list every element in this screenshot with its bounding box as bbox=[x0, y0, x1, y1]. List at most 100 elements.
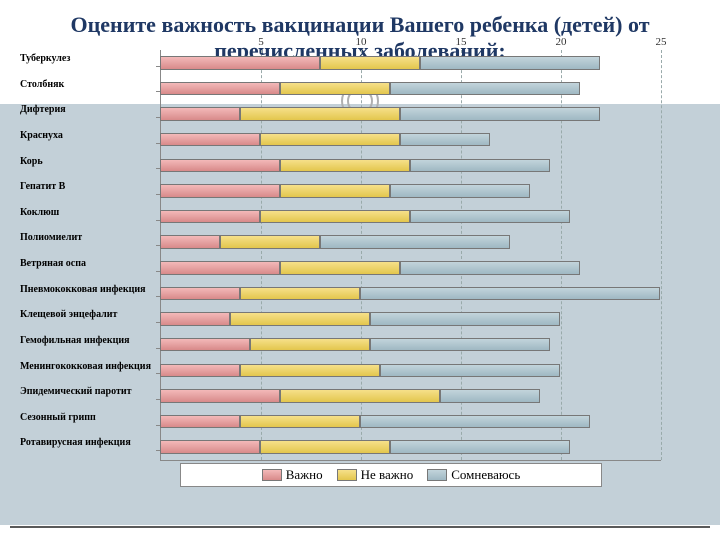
bar-segment-not_important bbox=[280, 184, 390, 198]
category-label: Эпидемический паротит bbox=[20, 386, 155, 397]
bar-segment-not_important bbox=[250, 338, 370, 352]
category-label: Туберкулез bbox=[20, 53, 155, 64]
bar-segment-doubt bbox=[370, 312, 560, 326]
bar-segment-doubt bbox=[410, 159, 550, 173]
bar bbox=[160, 261, 660, 275]
bar-segment-important bbox=[160, 261, 280, 275]
x-tick-label: 15 bbox=[456, 36, 467, 48]
bar-segment-doubt bbox=[380, 364, 560, 378]
bar-segment-doubt bbox=[360, 415, 590, 429]
bar-segment-important bbox=[160, 159, 280, 173]
category-label: Гепатит В bbox=[20, 181, 155, 192]
bar bbox=[160, 107, 660, 121]
bar-segment-doubt bbox=[390, 82, 580, 96]
bar-segment-important bbox=[160, 440, 260, 454]
chart-row: Корь bbox=[20, 153, 700, 179]
bar-segment-important bbox=[160, 235, 220, 249]
chart-row: Дифтерия bbox=[20, 101, 700, 127]
bar bbox=[160, 287, 660, 301]
chart-row: Коклюш bbox=[20, 204, 700, 230]
category-label: Полиомиелит bbox=[20, 232, 155, 243]
bar-segment-doubt bbox=[400, 261, 580, 275]
chart-row: Эпидемический паротит bbox=[20, 383, 700, 409]
category-label: Ветряная оспа bbox=[20, 258, 155, 269]
legend: ВажноНе важноСомневаюсь bbox=[180, 463, 602, 487]
x-tick-label: 10 bbox=[356, 36, 367, 48]
category-label: Корь bbox=[20, 156, 155, 167]
chart-row: Гепатит В bbox=[20, 178, 700, 204]
bar-segment-doubt bbox=[440, 389, 540, 403]
chart-row: Менингококковая инфекция bbox=[20, 358, 700, 384]
bar-segment-doubt bbox=[420, 56, 600, 70]
category-label: Менингококковая инфекция bbox=[20, 361, 155, 372]
bar-segment-not_important bbox=[220, 235, 320, 249]
base-line bbox=[10, 526, 710, 528]
bar bbox=[160, 56, 660, 70]
category-label: Краснуха bbox=[20, 130, 155, 141]
bar bbox=[160, 82, 660, 96]
bar-segment-doubt bbox=[400, 133, 490, 147]
bar-segment-not_important bbox=[240, 287, 360, 301]
legend-swatch-icon bbox=[337, 469, 357, 481]
x-tick-label: 25 bbox=[656, 36, 667, 48]
chart-row: Сезонный грипп bbox=[20, 409, 700, 435]
bar-segment-important bbox=[160, 415, 240, 429]
bar bbox=[160, 364, 660, 378]
bar-segment-doubt bbox=[400, 107, 600, 121]
bar bbox=[160, 210, 660, 224]
bar-segment-important bbox=[160, 364, 240, 378]
category-label: Гемофильная инфекция bbox=[20, 335, 155, 346]
bar-segment-not_important bbox=[260, 440, 390, 454]
chart-row: Клещевой энцефалит bbox=[20, 306, 700, 332]
legend-label: Важно bbox=[286, 467, 323, 483]
bar-segment-not_important bbox=[280, 389, 440, 403]
chart-row: Столбняк bbox=[20, 76, 700, 102]
bar-segment-important bbox=[160, 338, 250, 352]
bar-segment-doubt bbox=[390, 440, 570, 454]
bar-segment-not_important bbox=[280, 82, 390, 96]
chart-row: Пневмококковая инфекция bbox=[20, 281, 700, 307]
chart-row: Ветряная оспа bbox=[20, 255, 700, 281]
bar-segment-important bbox=[160, 107, 240, 121]
bar-segment-doubt bbox=[370, 338, 550, 352]
bar-segment-not_important bbox=[260, 133, 400, 147]
bar bbox=[160, 389, 660, 403]
legend-swatch-icon bbox=[427, 469, 447, 481]
bar-segment-not_important bbox=[320, 56, 420, 70]
bar bbox=[160, 415, 660, 429]
category-label: Ротавирусная инфекция bbox=[20, 437, 155, 448]
chart-row: Гемофильная инфекция bbox=[20, 332, 700, 358]
legend-label: Не важно bbox=[361, 467, 414, 483]
legend-item-not_important: Не важно bbox=[337, 467, 414, 483]
x-tick-label: 20 bbox=[556, 36, 567, 48]
bar-segment-important bbox=[160, 133, 260, 147]
legend-item-important: Важно bbox=[262, 467, 323, 483]
bar-segment-doubt bbox=[360, 287, 660, 301]
bar-segment-not_important bbox=[280, 159, 410, 173]
bar bbox=[160, 235, 660, 249]
bar-segment-important bbox=[160, 184, 280, 198]
bar-segment-doubt bbox=[320, 235, 510, 249]
x-tick-label: 5 bbox=[258, 36, 264, 48]
chart: 510152025 ВажноНе важноСомневаюсь Туберк… bbox=[20, 50, 700, 485]
chart-row: Полиомиелит bbox=[20, 229, 700, 255]
category-label: Коклюш bbox=[20, 207, 155, 218]
bar-segment-doubt bbox=[390, 184, 530, 198]
chart-row: Туберкулез bbox=[20, 50, 700, 76]
bar-segment-important bbox=[160, 312, 230, 326]
bar-segment-important bbox=[160, 389, 280, 403]
bar-segment-not_important bbox=[260, 210, 410, 224]
bar bbox=[160, 184, 660, 198]
bar-segment-not_important bbox=[240, 364, 380, 378]
legend-swatch-icon bbox=[262, 469, 282, 481]
bar-segment-not_important bbox=[280, 261, 400, 275]
bar bbox=[160, 312, 660, 326]
bar-segment-not_important bbox=[240, 415, 360, 429]
bar-segment-important bbox=[160, 210, 260, 224]
bar bbox=[160, 338, 660, 352]
bar-segment-not_important bbox=[230, 312, 370, 326]
category-label: Клещевой энцефалит bbox=[20, 309, 155, 320]
category-label: Дифтерия bbox=[20, 104, 155, 115]
bar bbox=[160, 159, 660, 173]
category-label: Пневмококковая инфекция bbox=[20, 284, 155, 295]
